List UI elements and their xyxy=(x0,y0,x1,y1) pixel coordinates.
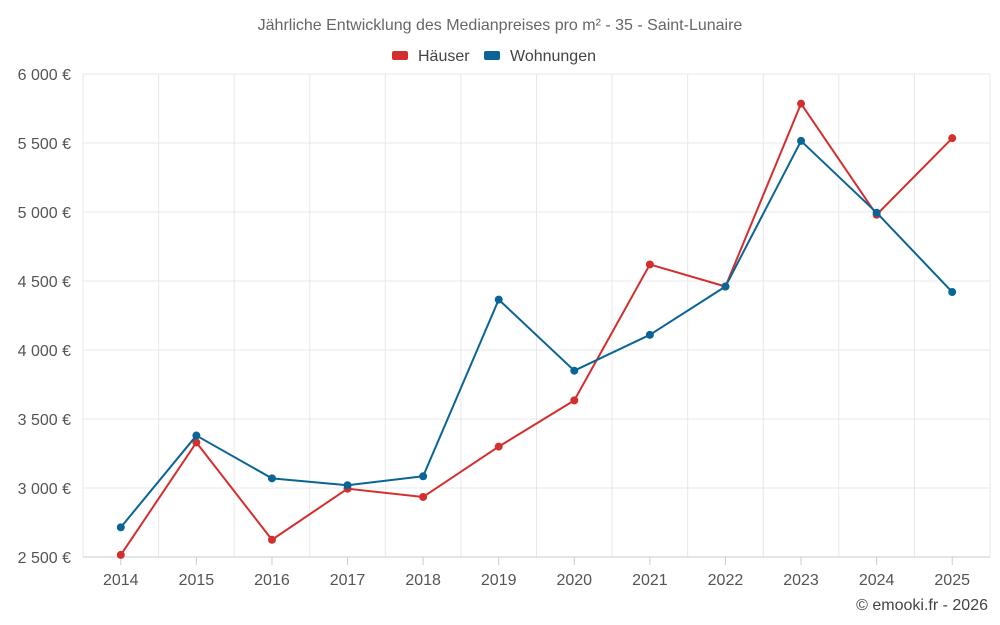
x-tick-label: 2025 xyxy=(934,572,970,589)
data-point-wohnungen[interactable] xyxy=(116,523,125,532)
y-tick-label: 4 000 € xyxy=(18,343,71,360)
series-wohnungen xyxy=(116,136,957,532)
data-point-hauser[interactable] xyxy=(645,260,654,269)
legend-item-hauser[interactable]: Häuser xyxy=(392,48,470,65)
data-point-wohnungen[interactable] xyxy=(948,288,957,297)
data-point-hauser[interactable] xyxy=(192,438,201,447)
legend: Häuser Wohnungen xyxy=(392,48,596,65)
data-point-wohnungen[interactable] xyxy=(494,295,503,304)
data-point-wohnungen[interactable] xyxy=(192,431,201,440)
data-point-hauser[interactable] xyxy=(570,396,579,405)
y-tick-label: 2 500 € xyxy=(18,550,71,567)
x-tick-label: 2024 xyxy=(859,572,895,589)
series-line-wohnungen xyxy=(120,139,953,528)
data-point-hauser[interactable] xyxy=(116,550,125,559)
x-tick-label: 2017 xyxy=(330,572,366,589)
legend-label-hauser: Häuser xyxy=(418,48,470,65)
x-tick-label: 2019 xyxy=(481,572,517,589)
series-line-hauser xyxy=(119,102,953,556)
data-point-hauser[interactable] xyxy=(797,99,806,108)
data-point-wohnungen[interactable] xyxy=(419,472,428,481)
y-tick-label: 3 000 € xyxy=(18,481,71,498)
series-hauser xyxy=(116,99,957,559)
x-tick-label: 2016 xyxy=(254,572,290,589)
data-point-hauser[interactable] xyxy=(267,535,276,544)
data-point-wohnungen[interactable] xyxy=(645,330,654,339)
x-tick-label: 2015 xyxy=(179,572,215,589)
data-point-hauser[interactable] xyxy=(494,442,503,451)
data-point-wohnungen[interactable] xyxy=(872,208,881,217)
data-point-wohnungen[interactable] xyxy=(797,136,806,145)
x-tick-label: 2021 xyxy=(632,572,668,589)
x-tick-label: 2023 xyxy=(783,572,819,589)
y-tick-label: 4 500 € xyxy=(18,274,71,291)
data-point-wohnungen[interactable] xyxy=(267,474,276,483)
y-tick-label: 3 500 € xyxy=(18,412,71,429)
legend-swatch-wohnungen xyxy=(484,51,500,60)
legend-swatch-hauser xyxy=(392,51,408,60)
y-tick-label: 6 000 € xyxy=(18,67,71,84)
x-tick-label: 2022 xyxy=(708,572,744,589)
data-point-wohnungen[interactable] xyxy=(343,481,352,490)
data-point-wohnungen[interactable] xyxy=(570,366,579,375)
y-tick-label: 5 000 € xyxy=(18,205,71,222)
legend-label-wohnungen: Wohnungen xyxy=(510,48,596,65)
data-point-wohnungen[interactable] xyxy=(721,282,730,291)
legend-item-wohnungen[interactable]: Wohnungen xyxy=(484,48,596,65)
axes: 2 500 € 3 000 € 3 500 € 4 000 € 4 500 € 5 000… xyxy=(18,67,990,589)
data-point-hauser[interactable] xyxy=(419,492,428,501)
data-point-hauser[interactable] xyxy=(948,134,957,143)
series xyxy=(116,99,957,559)
chart-title: Jährliche Entwicklung des Medianpreises … xyxy=(258,17,743,34)
x-tick-label: 2020 xyxy=(556,572,592,589)
grid xyxy=(82,73,991,557)
y-tick-label: 5 500 € xyxy=(18,136,71,153)
credit-text: © emooki.fr - 2026 xyxy=(856,597,988,614)
x-tick-label: 2018 xyxy=(405,572,441,589)
x-tick-label: 2014 xyxy=(103,572,139,589)
